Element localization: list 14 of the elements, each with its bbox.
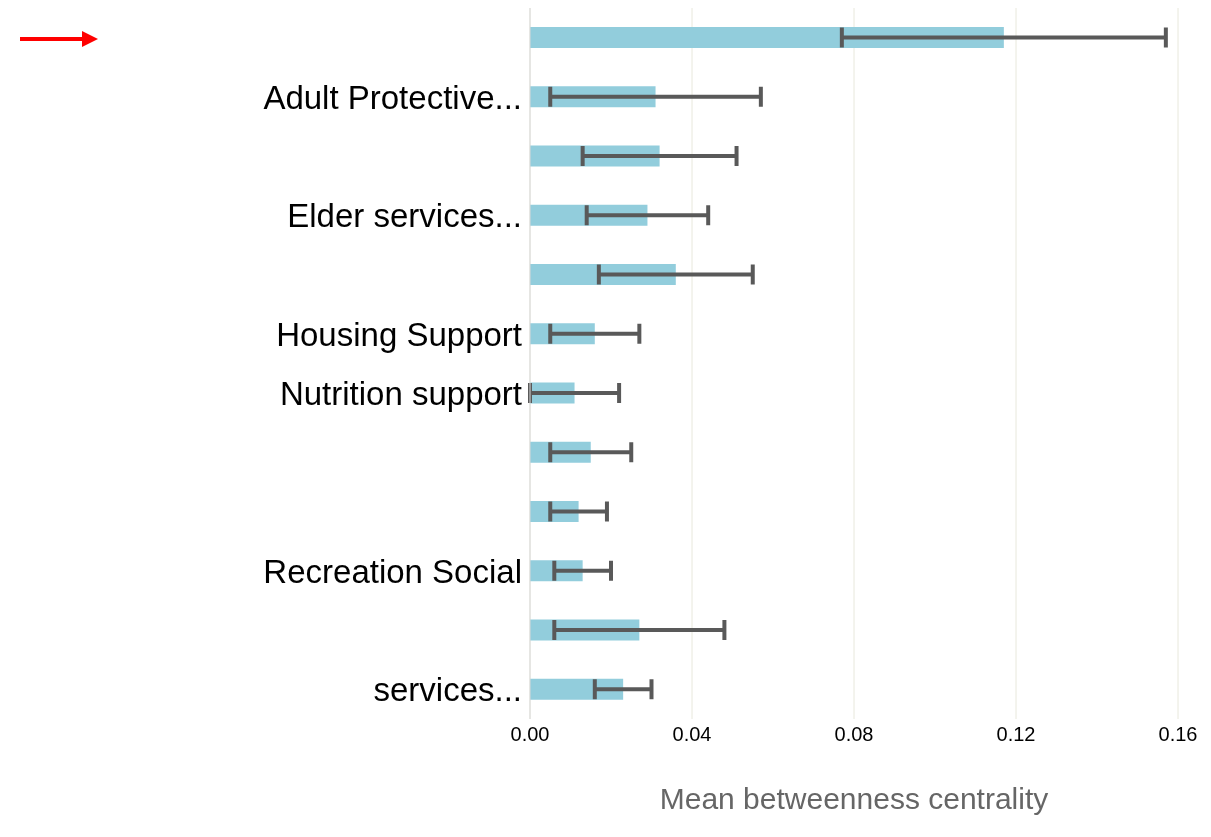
y-tick-label: Recreation Social (263, 552, 522, 590)
x-tick-label: 0.04 (672, 723, 712, 746)
y-tick-label: Elder services... (287, 197, 522, 235)
x-tick-label: 0.16 (1158, 723, 1198, 746)
y-tick-label: Nutrition support (279, 374, 522, 412)
y-tick-label: Housing Support (276, 315, 522, 353)
x-axis-title: Mean betweenness centrality (659, 782, 1049, 815)
y-tick-label: services... (373, 671, 522, 709)
bar (530, 27, 1004, 48)
x-tick-label: 0.12 (996, 723, 1036, 746)
x-tick-label: 0.08 (834, 723, 874, 746)
x-tick-label: 0.00 (510, 723, 550, 746)
y-tick-label: Adult Protective... (263, 78, 522, 116)
bar (530, 678, 624, 700)
